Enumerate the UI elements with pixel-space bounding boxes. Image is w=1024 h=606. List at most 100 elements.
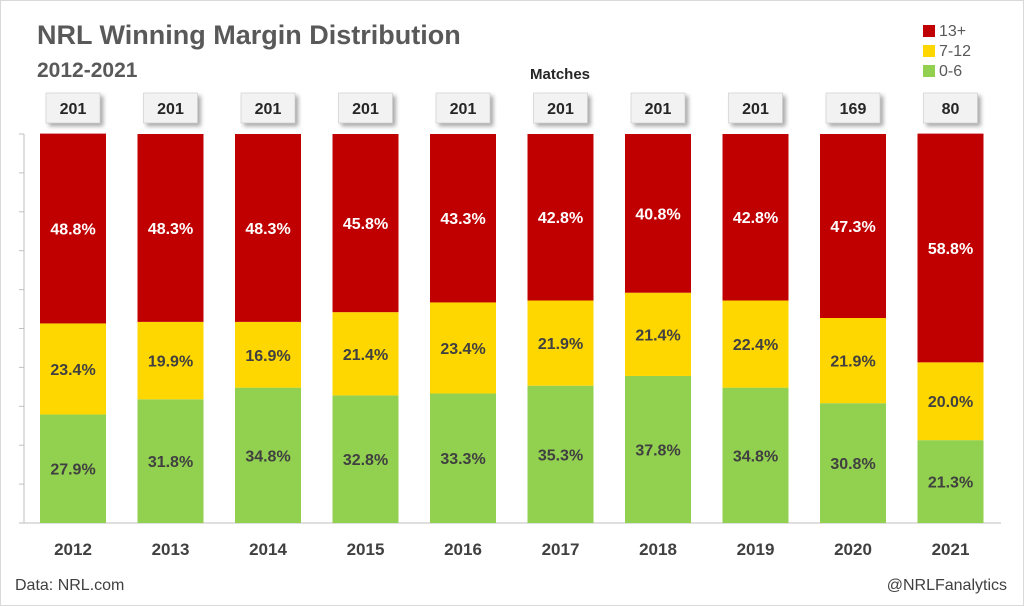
data-label-0-6-2021: 21.3% [928,475,973,492]
bar-segment-0-6-2018 [625,375,691,523]
source-note: Data: NRL.com [15,577,124,594]
data-label-7-12-2021: 20.0% [928,394,973,411]
match-count-2015: 201 [352,101,379,118]
match-count-2017: 201 [547,101,574,118]
data-label-0-6-2013: 31.8% [148,454,193,471]
x-tick-label-2015: 2015 [347,540,385,559]
bar-segment-7-12-2013 [137,321,204,400]
match-count-2012: 201 [60,101,87,118]
legend-swatch-0-6 [923,65,935,77]
legend-label-0-6: 0-6 [939,63,962,80]
x-tick-label-2021: 2021 [932,540,970,559]
bar-segment-0-6-2021 [917,440,984,523]
bar-group-2015: 32.8% 21.4% 45.8% 201 2015 [332,92,399,559]
match-count-box-2017 [533,92,588,124]
data-label-13+-2012: 48.8% [50,222,95,239]
x-tick-label-2013: 2013 [152,540,190,559]
data-label-0-6-2016: 33.3% [440,451,485,468]
bar-group-2014: 34.8% 16.9% 48.3% 201 2014 [235,92,301,559]
data-label-0-6-2018: 37.8% [635,442,680,459]
bar-segment-13+-2017 [527,134,594,301]
bar-segment-0-6-2019 [722,387,789,523]
x-tick-label-2014: 2014 [249,540,287,559]
data-label-7-12-2014: 16.9% [245,348,290,365]
legend-swatch-13plus [923,25,935,37]
data-label-13+-2018: 40.8% [635,206,680,223]
x-tick-label-2017: 2017 [542,540,580,559]
bar-segment-13+-2016 [430,134,496,303]
match-count-box-2012 [45,92,101,124]
bar-segment-0-6-2020 [820,403,886,523]
bar-segment-7-12-2012 [40,323,106,415]
match-count-box-2019 [728,92,783,124]
data-label-7-12-2019: 22.4% [733,337,778,354]
data-label-0-6-2019: 34.8% [733,448,778,465]
legend-label-7-12: 7-12 [939,43,971,60]
bar-segment-7-12-2020 [820,317,886,404]
match-count-2021: 80 [942,101,960,118]
data-label-0-6-2015: 32.8% [343,452,388,469]
data-label-7-12-2016: 23.4% [440,341,485,358]
bar-group-2021: 21.3% 20.0% 58.8% 80 2021 [917,92,984,559]
bar-segment-0-6-2014 [235,387,301,523]
bar-segment-13+-2021 [917,133,984,363]
matches-label: Matches [530,66,590,83]
bar-segment-7-12-2014 [235,321,301,388]
bar-segment-7-12-2021 [917,362,984,441]
bars: 27.9% 23.4% 48.8% 201 2012 31.8% 19.9% 48.3% 201… [40,92,984,559]
bar-segment-0-6-2012 [40,414,106,523]
data-label-7-12-2018: 21.4% [635,327,680,344]
x-tick-label-2012: 2012 [54,540,92,559]
bar-segment-7-12-2015 [332,312,399,396]
bar-segment-13+-2012 [40,133,106,324]
legend-label-13plus: 13+ [939,23,966,40]
data-label-13+-2021: 58.8% [928,241,973,258]
match-count-box-2013 [143,92,198,124]
x-tick-label-2016: 2016 [444,540,482,559]
data-label-7-12-2017: 21.9% [538,336,583,353]
match-count-2020: 169 [840,101,867,118]
data-label-13+-2020: 47.3% [830,219,875,236]
match-count-2019: 201 [742,101,769,118]
bar-group-2018: 37.8% 21.4% 40.8% 201 2018 [625,92,691,559]
data-label-13+-2019: 42.8% [733,210,778,227]
data-label-7-12-2013: 19.9% [148,354,193,371]
bar-segment-13+-2014 [235,134,301,322]
bar-group-2012: 27.9% 23.4% 48.8% 201 2012 [40,92,106,559]
data-label-7-12-2012: 23.4% [50,362,95,379]
match-count-box-2020 [825,92,881,124]
bar-segment-13+-2015 [332,134,399,313]
data-label-7-12-2020: 21.9% [830,354,875,371]
bar-segment-7-12-2018 [625,292,691,376]
bar-segment-13+-2020 [820,134,886,318]
legend-swatch-7-12 [923,45,935,57]
x-tick-label-2019: 2019 [737,540,775,559]
bar-segment-0-6-2015 [332,395,399,523]
data-label-0-6-2014: 34.8% [245,448,290,465]
bar-segment-13+-2018 [625,134,691,293]
credit-note: @NRLFanalytics [887,577,1007,594]
data-label-13+-2015: 45.8% [343,216,388,233]
chart-subtitle: 2012-2021 [37,59,138,82]
bar-segment-0-6-2016 [430,393,496,523]
bar-group-2019: 34.8% 22.4% 42.8% 201 2019 [722,92,789,559]
match-count-2014: 201 [255,101,282,118]
bar-group-2013: 31.8% 19.9% 48.3% 201 2013 [137,92,204,559]
data-label-13+-2013: 48.3% [148,221,193,238]
bar-group-2016: 33.3% 23.4% 43.3% 201 2016 [430,92,496,559]
match-count-box-2021 [923,92,978,124]
bar-segment-7-12-2019 [722,300,789,388]
match-count-2018: 201 [645,101,672,118]
data-label-7-12-2015: 21.4% [343,347,388,364]
chart-title: NRL Winning Margin Distribution [37,20,461,50]
bar-group-2020: 30.8% 21.9% 47.3% 169 2020 [820,92,886,559]
data-label-0-6-2012: 27.9% [50,462,95,479]
match-count-box-2014 [240,92,296,124]
bar-group-2017: 35.3% 21.9% 42.8% 201 2017 [527,92,594,559]
x-tick-label-2020: 2020 [834,540,872,559]
bar-segment-7-12-2017 [527,300,594,386]
legend: 13+ 7-12 0-6 [923,23,971,80]
match-count-box-2018 [630,92,686,124]
match-count-2013: 201 [157,101,184,118]
